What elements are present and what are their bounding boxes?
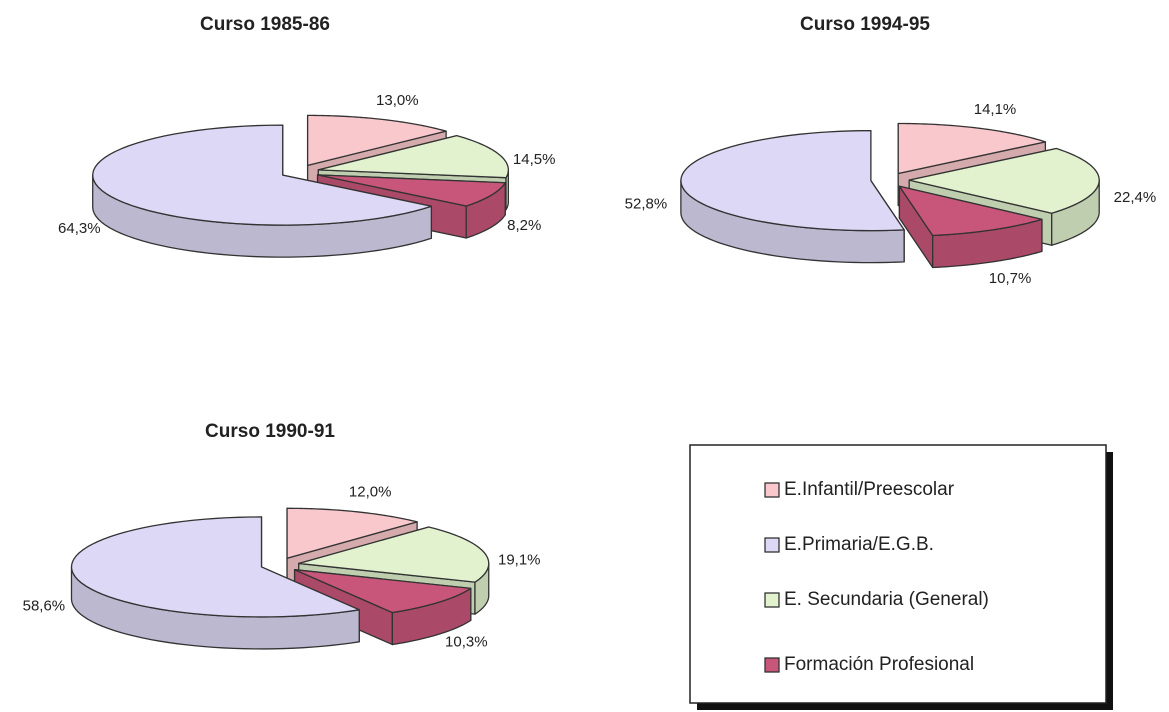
slice: [306, 114, 447, 167]
slice: [298, 526, 490, 583]
slice: [680, 129, 905, 232]
data-label: 19,1%: [498, 552, 541, 569]
legend-swatch: [764, 592, 780, 608]
legend-swatch: [764, 657, 780, 673]
data-label: 58,6%: [23, 597, 66, 614]
slice: [70, 516, 360, 618]
legend-swatch: [764, 537, 780, 553]
slice: [317, 135, 509, 179]
slice: [898, 185, 1043, 237]
legend: [689, 444, 1107, 704]
legend-label: E.Infantil/Preescolar: [784, 479, 955, 500]
data-label: 10,7%: [989, 270, 1032, 287]
data-label: 52,8%: [625, 195, 668, 212]
chart-title: Curso 1994-95: [800, 14, 930, 35]
data-label: 8,2%: [507, 217, 541, 234]
data-label: 64,3%: [58, 220, 101, 237]
slice: [293, 569, 472, 614]
chart-title: Curso 1990-91: [205, 421, 335, 442]
chart-title: Curso 1985-86: [200, 14, 330, 35]
legend-label: E.Primaria/E.G.B.: [784, 534, 934, 555]
slice: [92, 124, 433, 226]
legend-swatch: [764, 482, 780, 498]
slice: [316, 174, 506, 207]
slice: [897, 122, 1047, 175]
slice: [286, 507, 418, 559]
legend-label: Formación Profesional: [784, 654, 974, 675]
slice: [908, 147, 1100, 214]
data-label: 14,5%: [513, 151, 556, 168]
data-label: 22,4%: [1114, 189, 1157, 206]
legend-label: E. Secundaria (General): [784, 589, 989, 610]
data-label: 12,0%: [349, 484, 392, 501]
data-label: 14,1%: [974, 101, 1017, 118]
data-label: 13,0%: [376, 92, 419, 109]
data-label: 10,3%: [445, 634, 488, 651]
